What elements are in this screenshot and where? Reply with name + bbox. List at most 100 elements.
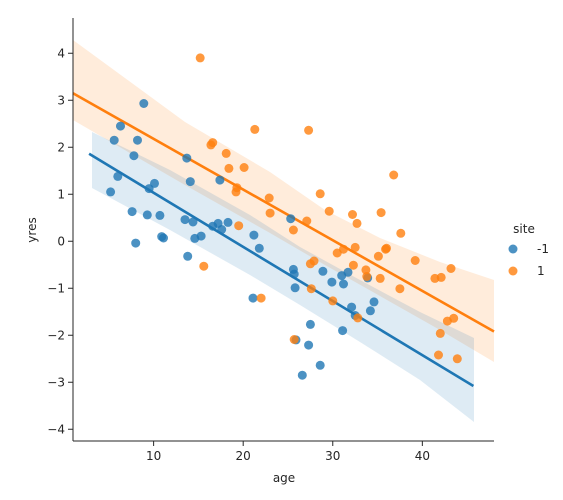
data-point-site-1 [373, 251, 383, 261]
data-point-site-neg1 [369, 297, 379, 307]
data-point-site-neg1 [289, 269, 299, 279]
data-point-site-1 [446, 264, 456, 273]
y-tick-label: 1 [57, 187, 65, 201]
data-point-site-1 [350, 242, 360, 252]
data-point-site-neg1 [106, 187, 116, 197]
y-tick-label: 2 [57, 140, 65, 154]
data-point-site-1 [389, 170, 399, 180]
data-point-site-1 [306, 284, 316, 294]
data-point-site-1 [436, 272, 446, 282]
regression-line-site-1 [72, 92, 495, 333]
data-point-site-1 [224, 163, 234, 173]
data-point-site-neg1 [223, 217, 233, 227]
legend-marker-neg1 [508, 244, 518, 254]
data-point-site-neg1 [215, 175, 225, 185]
y-tick-label: −4 [47, 422, 65, 436]
data-point-site-neg1 [315, 360, 325, 370]
data-point-site-neg1 [155, 210, 165, 220]
legend-entry-neg1: -1 [537, 242, 549, 256]
data-point-site-neg1 [196, 231, 206, 241]
data-point-site-neg1 [109, 135, 119, 145]
data-point-site-neg1 [150, 178, 159, 188]
data-point-site-1 [239, 163, 249, 172]
data-point-site-1 [376, 208, 386, 218]
data-point-site-1 [452, 354, 462, 364]
y-tick-label: −1 [47, 281, 65, 295]
confidence-band-site-1 [73, 40, 494, 362]
confidence-bands [73, 40, 494, 422]
data-point-site-neg1 [347, 302, 357, 312]
y-tick-label: −3 [47, 375, 65, 389]
data-point-site-1 [382, 243, 391, 253]
confidence-band-site-neg1 [92, 132, 474, 422]
data-point-site-1 [396, 228, 406, 238]
data-point-site-neg1 [185, 177, 195, 187]
data-point-site-neg1 [365, 306, 375, 316]
x-tick-label: 30 [325, 449, 340, 463]
data-point-site-1 [449, 313, 459, 323]
data-point-site-neg1 [183, 251, 193, 261]
data-point-site-neg1 [180, 215, 190, 225]
data-point-site-neg1 [297, 370, 307, 380]
y-tick-label: −2 [47, 328, 65, 342]
data-point-site-neg1 [343, 267, 353, 277]
data-point-site-1 [195, 53, 205, 63]
x-tick-label: 20 [236, 449, 251, 463]
data-point-site-neg1 [133, 135, 142, 145]
y-tick-label: 3 [57, 93, 65, 107]
data-point-site-1 [199, 261, 209, 271]
data-point-site-neg1 [249, 230, 259, 240]
data-point-site-1 [264, 193, 274, 203]
data-point-site-1 [434, 350, 443, 360]
data-point-site-1 [375, 273, 385, 283]
regression-lines [72, 92, 495, 388]
data-point-site-1 [304, 125, 314, 135]
data-point-site-neg1 [159, 233, 168, 243]
data-point-site-neg1 [127, 207, 137, 217]
data-point-site-neg1 [304, 340, 314, 350]
data-point-site-1 [250, 124, 260, 134]
data-point-site-neg1 [254, 243, 264, 253]
x-axis-ticks: 10 20 30 40 [146, 441, 430, 463]
data-point-site-neg1 [142, 210, 152, 220]
x-tick-label: 10 [146, 449, 161, 463]
data-point-site-1 [395, 284, 405, 294]
data-point-site-1 [265, 208, 275, 218]
y-tick-label: 4 [57, 46, 65, 60]
data-point-site-1 [221, 148, 231, 158]
data-point-site-1 [232, 183, 242, 193]
data-point-site-neg1 [131, 238, 141, 248]
data-point-site-neg1 [217, 225, 227, 234]
data-point-site-1 [410, 256, 420, 265]
data-point-site-neg1 [139, 99, 149, 108]
data-point-site-1 [348, 210, 357, 219]
data-point-site-1 [234, 221, 244, 231]
data-point-site-1 [288, 225, 298, 235]
data-point-site-1 [353, 313, 363, 323]
data-point-site-1 [348, 260, 358, 270]
data-point-site-1 [324, 206, 334, 216]
legend-title: site [513, 222, 535, 236]
x-tick-label: 40 [415, 449, 430, 463]
data-point-site-1 [435, 328, 445, 338]
data-point-site-neg1 [338, 326, 348, 336]
y-axis-label: yres [25, 217, 39, 242]
data-point-site-1 [339, 244, 348, 254]
data-point-site-1 [208, 138, 218, 148]
data-point-site-neg1 [290, 283, 300, 293]
data-point-site-neg1 [305, 319, 315, 329]
data-point-site-1 [289, 335, 299, 344]
x-axis-label: age [273, 471, 295, 485]
data-point-site-neg1 [318, 266, 328, 276]
legend-marker-1 [508, 266, 518, 276]
data-point-site-neg1 [188, 217, 198, 227]
data-point-site-neg1 [182, 153, 192, 163]
data-point-site-neg1 [339, 279, 348, 289]
scatter-points [106, 53, 462, 380]
data-point-site-neg1 [327, 277, 337, 287]
data-point-site-1 [361, 265, 371, 275]
legend: site -1 1 [508, 222, 549, 278]
data-point-site-neg1 [286, 214, 296, 224]
y-tick-label: 0 [57, 234, 65, 248]
